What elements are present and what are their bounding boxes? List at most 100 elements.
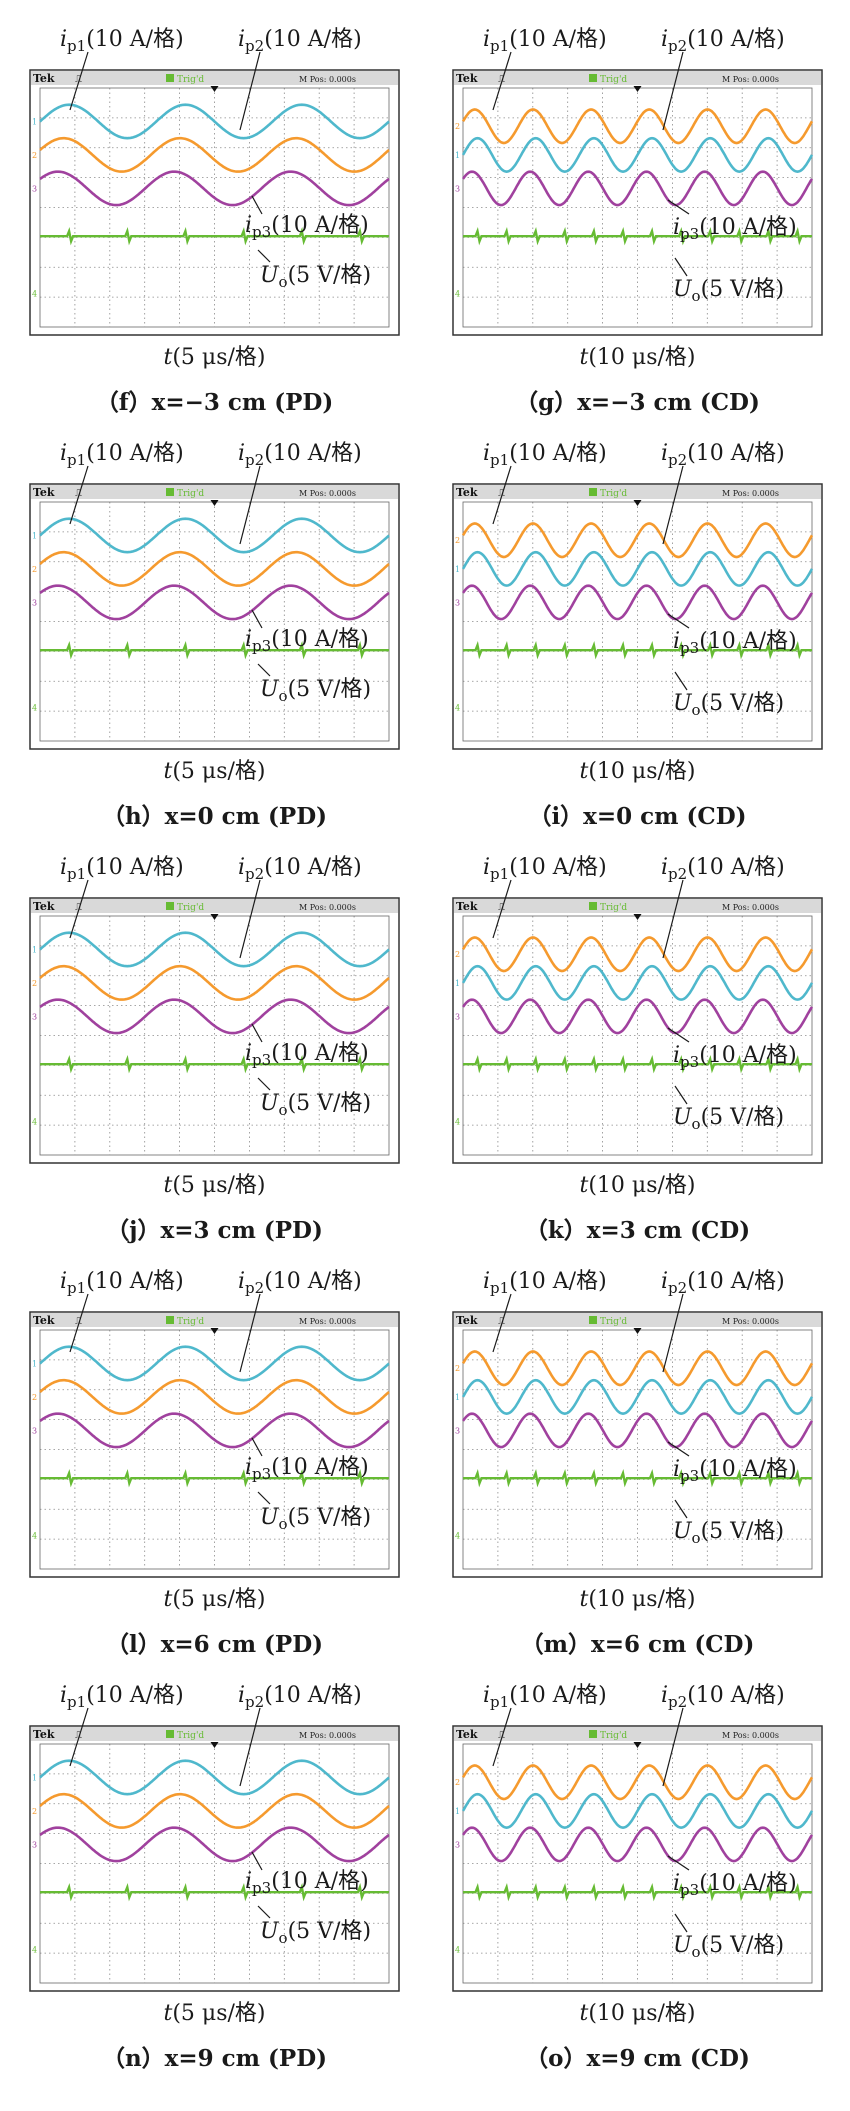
label-ip3: ip3(10 A/格) — [673, 215, 797, 243]
scope-trig-status-h: Trig'd — [177, 489, 204, 499]
leader-ip2 — [662, 879, 684, 959]
label-ip1: ip1(10 A/格) — [483, 441, 607, 469]
channel-marker: 4 — [32, 290, 37, 299]
leader-ip3 — [251, 1437, 263, 1457]
scope-mpos-i: M Pos: 0.000s — [722, 489, 779, 498]
trigger-position-marker — [210, 1742, 219, 1748]
scope-brand-k: Tek — [456, 900, 478, 913]
channel-marker: 2 — [32, 151, 37, 160]
label-uo: Uo(5 V/格) — [673, 1933, 784, 1961]
scope-mpos-n: M Pos: 0.000s — [299, 1731, 356, 1740]
leader-ip3 — [667, 1855, 690, 1871]
waveform-ip2 — [39, 964, 390, 1001]
waveform-uo — [463, 1882, 812, 1902]
scope-grid-m — [462, 1329, 813, 1570]
label-ip3: ip3(10 A/格) — [673, 1871, 797, 1899]
scope-status-bar-i — [454, 485, 821, 499]
waveform-ip3 — [39, 998, 390, 1035]
waveform-ip3 — [461, 998, 814, 1035]
trigger-position-marker — [633, 1742, 642, 1748]
trig-indicator-o — [589, 1730, 597, 1738]
label-ip1: ip1(10 A/格) — [483, 27, 607, 55]
label-ip3: ip3(10 A/格) — [245, 627, 369, 655]
waveform-ip3 — [39, 1412, 390, 1449]
channel-marker: 1 — [32, 1773, 37, 1782]
channel-marker: 1 — [455, 565, 460, 574]
channel-marker: 2 — [32, 979, 37, 988]
leader-ip1 — [69, 465, 89, 525]
channel-marker: 4 — [32, 704, 37, 713]
channel-marker: 3 — [455, 1426, 460, 1435]
channel-marker: 4 — [455, 1532, 460, 1541]
waveform-ip3 — [461, 1826, 814, 1863]
label-ip3: ip3(10 A/格) — [245, 1869, 369, 1897]
scope-brand-m: Tek — [456, 1314, 478, 1327]
channel-marker: 1 — [32, 531, 37, 540]
channel-marker: 3 — [455, 184, 460, 193]
waveform-uo — [40, 1882, 389, 1902]
waveform-ip2 — [461, 1764, 814, 1801]
trig-indicator-k — [589, 902, 597, 910]
leader-uo — [257, 1491, 271, 1505]
leader-ip2 — [239, 1293, 261, 1373]
scope-trig-status-j: Trig'd — [177, 903, 204, 913]
channel-marker: 4 — [32, 1532, 37, 1541]
leader-ip3 — [251, 1023, 263, 1043]
label-ip1: ip1(10 A/格) — [60, 27, 184, 55]
scope-trig-status-i: Trig'd — [600, 489, 627, 499]
waveform-ip2 — [39, 1792, 390, 1829]
label-ip2: ip2(10 A/格) — [238, 1269, 362, 1297]
label-uo: Uo(5 V/格) — [260, 263, 371, 291]
time-axis-label-j: t(5 μs/格) — [163, 1173, 265, 1198]
leader-ip3 — [667, 199, 690, 215]
time-axis-label-f: t(5 μs/格) — [163, 345, 265, 370]
label-uo: Uo(5 V/格) — [260, 1505, 371, 1533]
channel-marker: 1 — [32, 1359, 37, 1368]
channel-marker: 4 — [455, 290, 460, 299]
time-axis-label-k: t(10 μs/格) — [580, 1173, 696, 1198]
panel-caption-f: （f）x=−3 cm (PD) — [96, 389, 334, 416]
label-ip2: ip2(10 A/格) — [661, 27, 785, 55]
channel-marker: 1 — [455, 151, 460, 160]
scope-status-bar-f — [31, 71, 398, 85]
channel-marker: 3 — [32, 184, 37, 193]
label-ip1: ip1(10 A/格) — [60, 1269, 184, 1297]
leader-ip3 — [251, 609, 263, 629]
trig-indicator-f — [166, 74, 174, 82]
channel-marker: 2 — [455, 122, 460, 131]
label-ip1: ip1(10 A/格) — [60, 1683, 184, 1711]
waveform-ip1 — [461, 1792, 814, 1830]
pulse-icon: ⎍ — [75, 74, 82, 85]
panel-caption-m: （m）x=6 cm (CD) — [521, 1631, 755, 1658]
scope-mpos-k: M Pos: 0.000s — [722, 903, 779, 912]
scope-status-bar-o — [454, 1727, 821, 1741]
label-ip3: ip3(10 A/格) — [245, 1041, 369, 1069]
waveform-ip2 — [39, 136, 390, 173]
trig-indicator-h — [166, 488, 174, 496]
scope-mpos-g: M Pos: 0.000s — [722, 75, 779, 84]
leader-uo — [257, 1077, 271, 1091]
leader-ip1 — [492, 1293, 512, 1353]
waveform-ip3 — [39, 170, 390, 207]
waveform-uo — [40, 640, 389, 660]
scope-status-bar-l — [31, 1313, 398, 1327]
scope-brand-h: Tek — [33, 486, 55, 499]
time-axis-label-o: t(10 μs/格) — [580, 2001, 696, 2026]
waveform-uo — [40, 226, 389, 246]
trig-indicator-i — [589, 488, 597, 496]
pulse-icon: ⎍ — [498, 902, 505, 913]
scope-trig-status-o: Trig'd — [600, 1731, 627, 1741]
waveform-ip3 — [461, 170, 814, 207]
trigger-position-marker — [633, 86, 642, 92]
channel-marker: 4 — [32, 1946, 37, 1955]
waveform-ip3 — [461, 1412, 814, 1449]
scope-status-bar-g — [454, 71, 821, 85]
trig-indicator-l — [166, 1316, 174, 1324]
trigger-position-marker — [633, 1328, 642, 1334]
channel-marker: 1 — [455, 1393, 460, 1402]
pulse-icon: ⎍ — [75, 1316, 82, 1327]
label-ip1: ip1(10 A/格) — [60, 441, 184, 469]
scope-brand-i: Tek — [456, 486, 478, 499]
